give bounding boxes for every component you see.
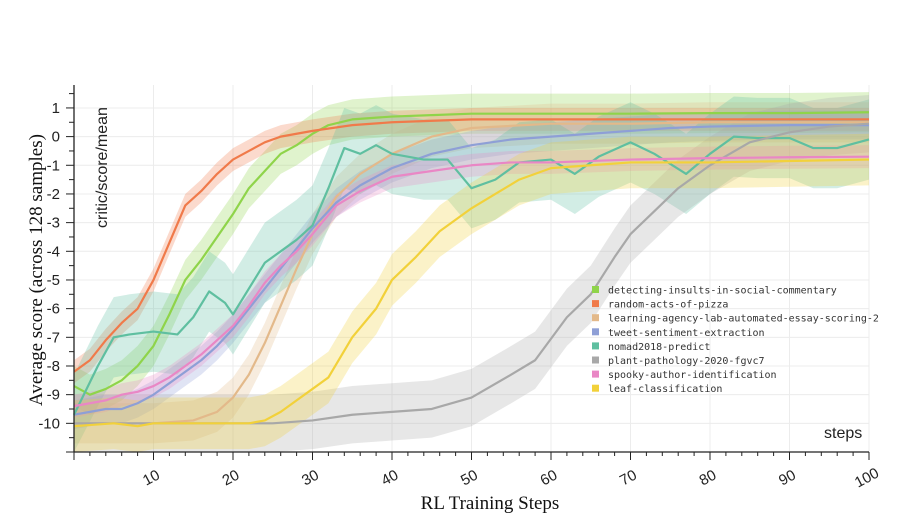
y-tick-label: -6 bbox=[47, 301, 60, 318]
legend-label: random-acts-of-pizza bbox=[608, 300, 728, 311]
legend-label: tweet-sentiment-extraction bbox=[608, 328, 765, 339]
y-tick-label: -5 bbox=[47, 272, 60, 289]
x-tick-label: 90 bbox=[776, 467, 799, 490]
series-band bbox=[74, 95, 869, 452]
x-tick-label: 50 bbox=[458, 467, 481, 490]
y-tick-labels: 1 0 -1 -2 -3 -4 -5 -6 -7 -8 -9 -10 bbox=[38, 100, 60, 432]
legend-swatch bbox=[592, 286, 599, 293]
inner-y-axis-label: critic/score/mean bbox=[94, 107, 111, 228]
x-tick-label: 80 bbox=[697, 467, 720, 490]
y-tick-label: -3 bbox=[47, 215, 60, 232]
series-band bbox=[74, 96, 869, 452]
series-band bbox=[74, 92, 869, 415]
legend-label: spooky-author-identification bbox=[608, 370, 777, 381]
confidence-bands bbox=[74, 92, 869, 452]
x-tick-label: 70 bbox=[617, 467, 640, 490]
legend-label: nomad2018-predict bbox=[608, 342, 710, 353]
series-line bbox=[73, 124, 869, 416]
x-tick-label: 100 bbox=[852, 465, 882, 492]
legend: detecting-insults-in-social-commentary ra… bbox=[592, 286, 879, 395]
legend-label: learning-agency-lab-automated-essay-scor… bbox=[608, 314, 879, 325]
series-line bbox=[74, 122, 870, 425]
series-lines bbox=[73, 111, 870, 428]
legend-swatch bbox=[592, 370, 599, 378]
inner-x-axis-label: steps bbox=[824, 425, 862, 442]
legend-swatch bbox=[592, 314, 599, 322]
legend-label: detecting-insults-in-social-commentary bbox=[608, 286, 837, 297]
series-band bbox=[74, 102, 869, 444]
y-tick-label: 0 bbox=[52, 129, 60, 146]
series-band bbox=[74, 133, 869, 452]
x-tick-label: 10 bbox=[140, 467, 163, 490]
x-tick-label: 40 bbox=[379, 467, 402, 490]
legend-swatch bbox=[592, 342, 599, 350]
x-axis-label: RL Training Steps bbox=[421, 493, 560, 514]
series-line bbox=[73, 158, 870, 428]
y-tick-label: -4 bbox=[47, 243, 60, 260]
y-tick-label: -2 bbox=[47, 186, 60, 203]
series-line bbox=[73, 118, 869, 373]
x-tick-label: 30 bbox=[299, 467, 322, 490]
series-band bbox=[74, 145, 869, 418]
y-tick-label: -8 bbox=[47, 358, 60, 375]
legend-label: leaf-classification bbox=[608, 384, 722, 395]
x-tick-label: 20 bbox=[220, 467, 243, 490]
legend-label: plant-pathology-2020-fgvc7 bbox=[608, 356, 765, 367]
y-tick-label: 1 bbox=[52, 100, 60, 117]
axes bbox=[66, 85, 870, 460]
legend-swatch bbox=[592, 300, 599, 308]
legend-swatch bbox=[592, 356, 599, 364]
y-tick-label: -10 bbox=[38, 415, 60, 432]
series-line bbox=[73, 111, 870, 396]
legend-swatch bbox=[592, 384, 599, 392]
series-band bbox=[74, 110, 869, 430]
x-tick-label: 60 bbox=[538, 467, 561, 490]
series-line bbox=[73, 155, 870, 408]
y-tick-label: -1 bbox=[47, 157, 60, 174]
y-tick-label: -7 bbox=[47, 329, 60, 346]
y-axis-label: Average score (across 128 samples) bbox=[26, 134, 47, 406]
y-tick-label: -9 bbox=[47, 387, 60, 404]
x-tick-labels: 10 20 30 40 50 60 70 80 90 100 bbox=[140, 465, 882, 492]
series-line bbox=[73, 135, 870, 416]
legend-swatch bbox=[592, 328, 599, 336]
